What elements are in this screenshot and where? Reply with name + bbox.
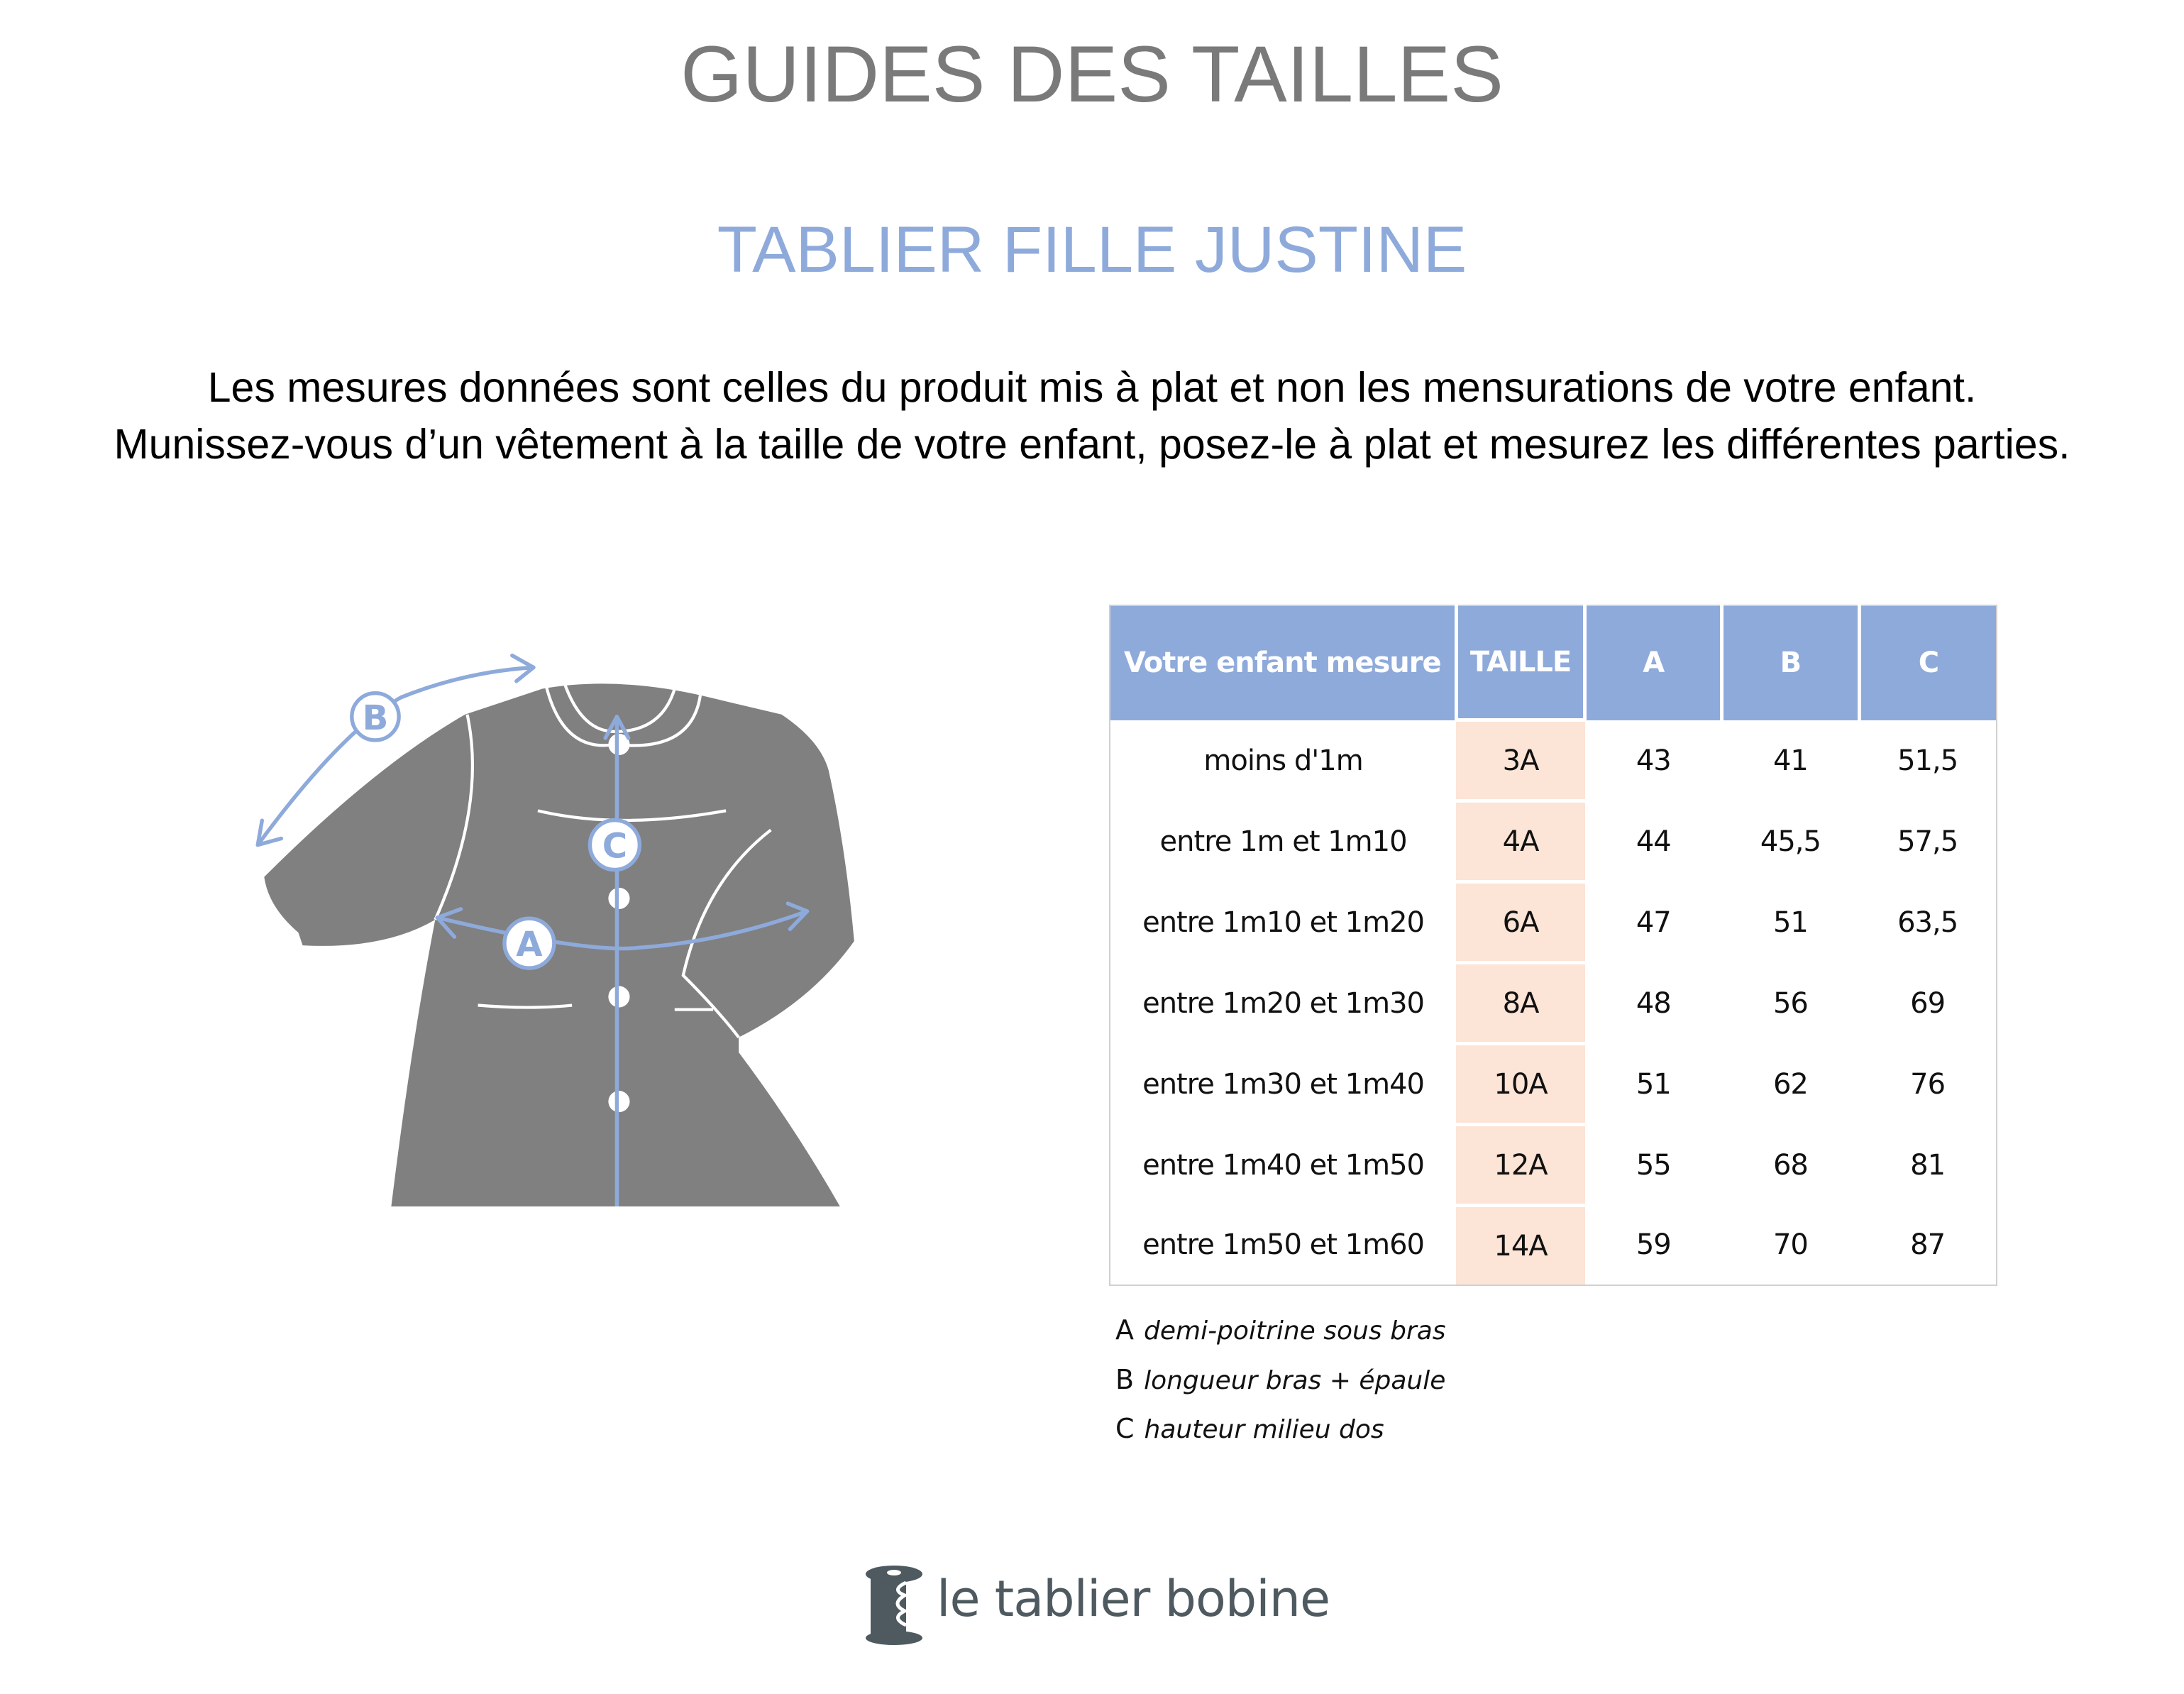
buttons (608, 733, 630, 1113)
cell-size: 3A (1456, 718, 1585, 801)
brand-logo-text: le tablier bobine (937, 1570, 1330, 1628)
cell-b: 56 (1772, 986, 1809, 1020)
table-row: entre 1m20 et 1m30 8A 48 56 69 (1110, 961, 1997, 1044)
cell-a: 47 (1636, 906, 1672, 939)
measurement-arrows (255, 653, 810, 1206)
cell-a: 44 (1636, 825, 1672, 858)
label-a: A (516, 925, 543, 964)
table-row: entre 1m30 et 1m40 10A 51 62 76 (1110, 1042, 1997, 1125)
label-c: C (602, 827, 627, 867)
cell-b: 45,5 (1760, 825, 1821, 858)
spool-icon (866, 1566, 922, 1645)
garment-seams (434, 679, 772, 1039)
cell-child-height: entre 1m et 1m10 (1159, 825, 1408, 858)
table-row: entre 1m50 et 1m60 14A 59 70 87 (1110, 1204, 1997, 1285)
header-child-height: Votre enfant mesure (1110, 605, 1457, 720)
cell-a: 43 (1636, 744, 1672, 777)
table-row: moins d'1m 3A 43 41 51,5 (1110, 718, 1997, 801)
table-row: entre 1m et 1m10 4A 44 45,5 57,5 (1110, 799, 1997, 882)
cell-size: 10A (1456, 1042, 1585, 1125)
cell-a: 55 (1636, 1148, 1672, 1182)
legend-key: B (1115, 1364, 1135, 1395)
legend-text: demi-poitrine sous bras (1144, 1316, 1446, 1346)
header-a: A (1583, 605, 1722, 720)
cell-a: 59 (1636, 1228, 1672, 1262)
legend-text: longueur bras + épaule (1144, 1366, 1446, 1395)
cell-size: 12A (1456, 1123, 1585, 1206)
cell-c: 63,5 (1897, 906, 1958, 939)
cell-a: 48 (1636, 986, 1672, 1020)
cell-child-height: entre 1m30 et 1m40 (1142, 1067, 1425, 1101)
cell-b: 51 (1772, 906, 1809, 939)
intro-line-2: Munissez-vous d’un vêtement à la taille … (114, 421, 2070, 468)
cell-b: 41 (1772, 744, 1809, 777)
cell-child-height: entre 1m50 et 1m60 (1142, 1228, 1425, 1262)
label-c-badge: C (588, 818, 642, 872)
cell-b: 68 (1772, 1148, 1809, 1182)
garment-measurement-diagram: B C A (255, 653, 854, 1206)
cell-c: 87 (1910, 1228, 1946, 1262)
garment-silhouette (264, 683, 854, 1206)
cell-size: 4A (1456, 799, 1585, 882)
table-row: entre 1m10 et 1m20 6A 47 51 63,5 (1110, 880, 1997, 963)
label-a-badge: A (502, 916, 556, 970)
legend-key: A (1115, 1314, 1134, 1346)
cell-c: 69 (1910, 986, 1946, 1020)
legend-key: C (1115, 1413, 1135, 1444)
cell-c: 57,5 (1897, 825, 1958, 858)
cell-child-height: entre 1m40 et 1m50 (1142, 1148, 1425, 1182)
cell-b: 70 (1772, 1228, 1809, 1262)
cell-child-height: entre 1m20 et 1m30 (1142, 986, 1425, 1020)
cell-a: 51 (1636, 1067, 1672, 1101)
header-c: C (1857, 605, 1997, 720)
table-header-row: Votre enfant mesure TAILLE A B C (1110, 605, 1997, 720)
header-size: TAILLE (1454, 605, 1585, 720)
label-b-badge: B (350, 691, 401, 742)
cell-size: 8A (1456, 961, 1585, 1044)
header-b: B (1720, 605, 1860, 720)
page-title: GUIDES DES TAILLES (680, 30, 1504, 119)
cell-b: 62 (1772, 1067, 1809, 1101)
cell-child-height: entre 1m10 et 1m20 (1142, 906, 1425, 939)
cell-c: 51,5 (1897, 744, 1958, 777)
cell-size: 6A (1456, 880, 1585, 963)
product-title: TABLIER FILLE JUSTINE (717, 214, 1467, 286)
label-b: B (363, 698, 389, 738)
legend-text: hauteur milieu dos (1144, 1415, 1384, 1444)
intro-line-1: Les mesures données sont celles du produ… (207, 364, 1977, 411)
cell-c: 76 (1910, 1067, 1946, 1101)
cell-size: 14A (1456, 1204, 1585, 1285)
cell-c: 81 (1910, 1148, 1946, 1182)
size-table: Votre enfant mesure TAILLE A B C moins d… (1109, 605, 1997, 1286)
table-row: entre 1m40 et 1m50 12A 55 68 81 (1110, 1123, 1997, 1206)
cell-child-height: moins d'1m (1203, 744, 1363, 777)
